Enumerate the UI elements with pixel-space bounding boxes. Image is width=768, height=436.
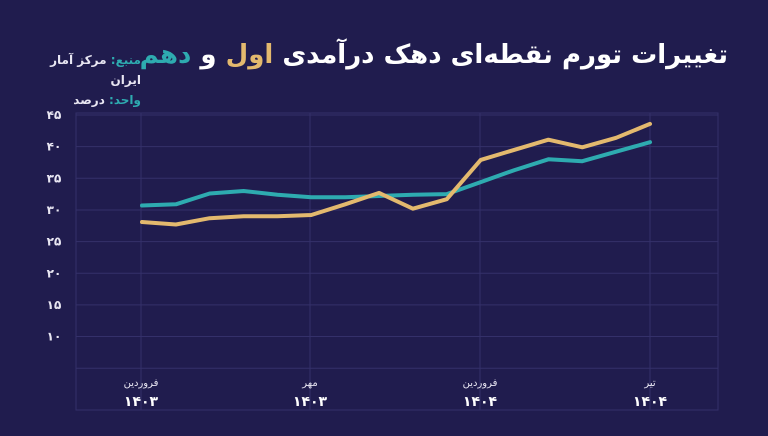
y-tick-label: ۳۰ (47, 203, 62, 217)
source-label: منبع: (110, 53, 141, 67)
series-decile-1-line (140, 121, 652, 227)
x-tick-month: فروردین (463, 378, 498, 389)
y-tick-label: ۱۰ (47, 330, 62, 344)
x-tick-month: تیر (643, 378, 656, 389)
x-tick-year: ۱۴۰۴ (633, 394, 668, 410)
y-axis-labels: ۴۵ ۴۰ ۳۵ ۳۰ ۲۵ ۲۰ ۱۵ ۱۰ (47, 108, 62, 344)
x-tick-month: فروردین (124, 378, 159, 389)
title-and: و (200, 40, 217, 70)
title-prefix: تغییرات تورم نقطه‌ای دهک درآمدی (282, 40, 728, 70)
chart-meta: منبع: مرکز آمار ایران واحد: درصد (26, 50, 141, 110)
x-axis-labels: فروردین ۱۴۰۳ مهر ۱۴۰۳ فروردین ۱۴۰۴ تیر ۱۴۰۴ (124, 378, 668, 410)
x-tick-month: مهر (301, 378, 317, 389)
x-tick-year: ۱۴۰۴ (463, 394, 498, 410)
chart-series (140, 121, 652, 227)
unit-line: واحد: درصد (26, 90, 141, 110)
source-value: مرکز آمار ایران (50, 53, 141, 87)
y-tick-label: ۴۰ (47, 140, 62, 154)
y-tick-label: ۴۵ (47, 108, 62, 122)
unit-value: درصد (73, 93, 105, 107)
series-decile-10-line (140, 140, 652, 208)
x-tick-year: ۱۴۰۳ (124, 394, 159, 410)
unit-label: واحد: (109, 93, 141, 107)
title-decile-1: اول (225, 40, 274, 70)
chart-grid (75, 112, 719, 411)
title-decile-10: دهم (139, 40, 192, 70)
y-tick-label: ۱۵ (47, 298, 62, 312)
x-tick-year: ۱۴۰۳ (293, 394, 328, 410)
y-tick-label: ۲۵ (47, 235, 62, 249)
source-line: منبع: مرکز آمار ایران (26, 50, 141, 90)
y-tick-label: ۳۵ (47, 171, 62, 185)
y-tick-label: ۲۰ (47, 266, 62, 280)
chart-title: تغییرات تورم نقطه‌ای دهک درآمدی اول و ده… (139, 40, 729, 70)
